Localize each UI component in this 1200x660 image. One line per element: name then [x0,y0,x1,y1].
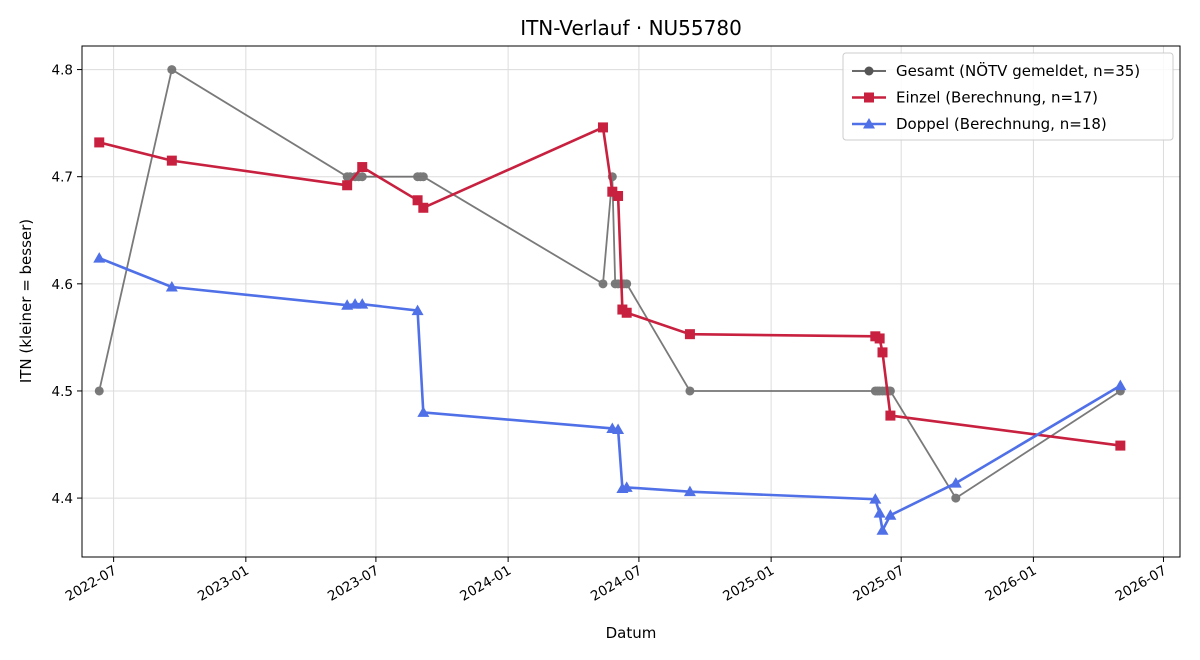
y-tick-label: 4.6 [52,277,73,293]
chart-title: ITN-Verlauf · NU55780 [520,16,742,40]
series-line [98,256,1122,535]
data-point [418,172,428,182]
data-point [683,485,696,497]
x-tick-label: 2026-01 [983,563,1040,605]
data-point [417,406,430,417]
data-point [621,307,632,318]
data-point [598,279,608,289]
y-axis-label: ITN (kleiner = besser) [17,219,35,383]
data-point [1114,379,1127,391]
data-point [884,509,897,520]
data-point [597,122,608,133]
data-point [876,524,889,535]
data-point [612,423,625,435]
data-point [166,155,177,166]
y-tick-label: 4.4 [52,491,73,507]
data-point [620,481,633,492]
data-point [167,65,177,75]
data-point [613,190,624,201]
data-point [873,507,886,518]
y-tick-label: 4.8 [52,63,73,79]
x-tick-label: 2025-01 [720,563,777,605]
legend-label: Einzel (Berechnung, n=17) [896,89,1098,107]
data-point [94,137,105,148]
legend-label: Gesamt (NÖTV gemeldet, n=35) [896,61,1140,80]
legend-entry: Einzel (Berechnung, n=17) [852,89,1098,107]
data-point [874,333,885,344]
legend-marker [864,66,874,76]
data-point [94,386,104,396]
legend-marker [863,118,875,129]
legend-entry: Gesamt (NÖTV gemeldet, n=35) [852,61,1140,80]
x-tick-label: 2024-07 [588,563,645,605]
series-layer [93,65,1127,535]
data-point [684,329,695,340]
x-tick-label: 2024-01 [457,563,514,605]
legend-marker [864,92,874,103]
x-tick-label: 2023-07 [325,563,382,605]
series-triangle [93,252,1127,535]
y-tick-label: 4.5 [52,384,73,400]
data-point [885,410,896,421]
x-tick-label: 2023-01 [195,563,252,605]
axis-ticks: 2022-07 2023-01 2023-07 2024-01 2024-07 2025-… [52,63,1170,605]
data-point [877,347,888,358]
data-point [1115,440,1126,451]
legend: Gesamt (NÖTV gemeldet, n=35) Einzel (Bere… [842,52,1174,141]
x-axis-label: Datum [606,624,657,642]
series-square [94,122,1126,451]
data-point [411,304,424,316]
y-tick-label: 4.7 [52,170,73,186]
data-point [869,493,882,504]
data-point [622,279,632,289]
legend-label: Doppel (Berechnung, n=18) [896,115,1107,133]
x-tick-label: 2026-07 [1113,563,1170,605]
x-tick-label: 2025-07 [850,563,907,605]
data-point [165,281,178,292]
x-tick-label: 2022-07 [63,563,120,605]
data-point [418,202,429,213]
data-point [357,172,367,182]
data-point [949,477,962,488]
data-point [342,180,353,191]
data-point [685,386,695,396]
series-line [98,125,1121,447]
legend-entry: Doppel (Berechnung, n=18) [852,115,1107,133]
plot-frame [81,45,1181,558]
data-point [951,493,961,503]
data-point [412,195,423,206]
legend-box [842,52,1174,141]
data-point [93,252,106,263]
data-point [356,298,369,309]
data-point [607,186,618,197]
data-point [357,162,368,173]
